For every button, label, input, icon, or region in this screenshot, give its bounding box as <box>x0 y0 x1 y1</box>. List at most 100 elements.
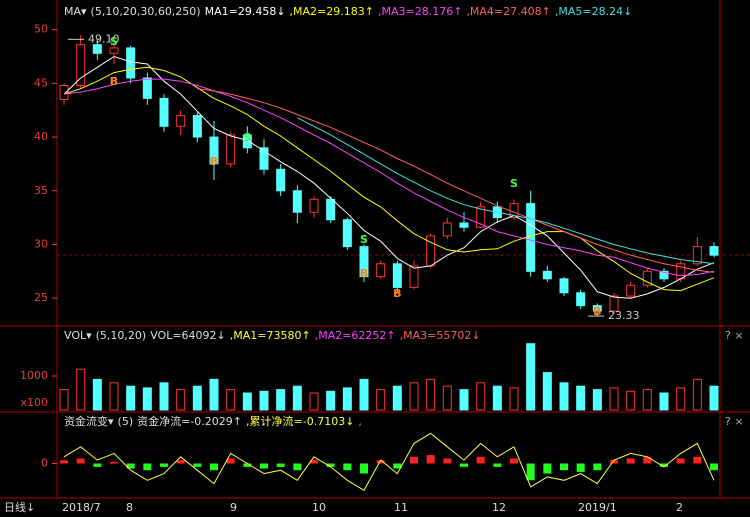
x-tick-label: 12 <box>492 501 506 514</box>
candle-body <box>209 136 219 165</box>
volume-bar <box>242 392 252 411</box>
x-tick-label: 11 <box>394 501 408 514</box>
flow-bar <box>310 460 318 464</box>
candle-body <box>176 115 186 127</box>
candle-body <box>76 44 86 87</box>
flow-bar <box>126 463 135 469</box>
x-tick-label: 10 <box>312 501 326 514</box>
candle-body <box>109 47 119 54</box>
candle-body <box>576 292 586 307</box>
price-annotation: 23.33 <box>608 309 640 322</box>
flow-bar <box>260 463 268 469</box>
flow-bar <box>693 456 702 464</box>
ma-line <box>297 117 715 265</box>
candle-body <box>542 270 552 280</box>
flow-bar <box>376 460 385 464</box>
trade-signal: S <box>360 233 368 246</box>
period-label: 日线↓ <box>4 500 35 514</box>
volume-bar <box>59 389 69 411</box>
y-tick-label: 30 <box>34 237 48 250</box>
y-tick-label: 25 <box>34 291 48 304</box>
flow-bar <box>293 463 302 471</box>
candle-body <box>409 265 419 288</box>
flow-bar <box>576 463 585 472</box>
candle-body <box>159 97 169 127</box>
legend-entry: ,MA2=62252↑ <box>315 329 396 342</box>
candle-body <box>642 270 652 286</box>
trade-signal: B <box>593 305 601 318</box>
volume-bar <box>492 385 502 411</box>
panel-icons[interactable]: ? × <box>725 329 744 342</box>
x-tick-label: 2018/7 <box>62 501 101 514</box>
trade-signal: B <box>210 155 218 168</box>
indicator-name: 资金流变▾ <box>64 414 114 428</box>
volume-bar <box>92 378 102 411</box>
trade-signal: S <box>243 131 251 144</box>
flow-line <box>63 432 715 491</box>
flow-bar <box>443 458 452 464</box>
volume-bar <box>309 392 319 411</box>
flow-bar <box>193 463 202 467</box>
candle-body <box>276 168 286 192</box>
candle-body <box>92 44 102 54</box>
candle-body <box>592 305 602 312</box>
x-tick-label: 2 <box>676 501 683 514</box>
candle-body <box>342 219 352 248</box>
candle-body <box>259 147 269 170</box>
volume-bar <box>292 385 302 411</box>
y-tick-label: 35 <box>34 184 48 197</box>
volume-bar <box>576 385 586 411</box>
trade-signal: B <box>360 267 368 280</box>
candle-body <box>626 284 636 297</box>
indicator-params: (5,10,20) <box>96 329 147 342</box>
volume-bar <box>109 382 119 411</box>
flow-bar <box>460 463 468 467</box>
volume-bar <box>542 372 552 411</box>
indicator-header: VOL▾ (5,10,20) VOL=64092↓ ,MA1=73580↑ ,MA2=6… <box>64 329 481 342</box>
volume-bar <box>142 387 152 411</box>
flow-bar <box>676 458 685 464</box>
candle-body <box>526 203 536 272</box>
legend-entry: ,MA5=28.24↓ <box>555 5 632 18</box>
panel-icons[interactable]: ? × <box>725 415 744 428</box>
y-tick-label: 50 <box>34 23 48 36</box>
flow-bar <box>343 463 352 471</box>
flow-bar <box>493 463 502 467</box>
legend-entry: ,MA1=73580↑ <box>230 329 311 342</box>
y-tick-label: 1000 <box>20 369 48 382</box>
volume-bar <box>359 378 369 411</box>
volume-bar <box>392 385 402 411</box>
flow-bar <box>360 463 368 474</box>
candle-body <box>559 278 569 294</box>
flow-bar <box>610 460 618 464</box>
volume-bar <box>609 387 619 411</box>
candle-body <box>126 47 136 79</box>
legend-entry: MA1=29.458↓ <box>205 5 286 18</box>
volume-bar <box>426 378 436 411</box>
volume-bar <box>192 385 202 411</box>
volume-bar <box>342 387 352 411</box>
flow-bar <box>226 458 235 464</box>
volume-bar <box>376 389 386 411</box>
flow-bar <box>526 463 535 481</box>
candle-body <box>609 295 619 312</box>
volume-bar <box>559 382 569 411</box>
candle-body <box>476 206 486 228</box>
x-tick-label: 8 <box>126 501 133 514</box>
candle-body <box>359 246 369 278</box>
volume-bar <box>326 390 336 411</box>
volume-bar <box>659 392 669 411</box>
flow-bar <box>326 463 335 467</box>
flow-bar <box>593 463 602 471</box>
candle-body <box>292 190 302 213</box>
flow-bar <box>210 463 218 471</box>
flow-bar <box>660 463 668 467</box>
unit-label: x100 <box>20 396 48 409</box>
trade-signal: B <box>393 287 401 300</box>
flow-bar <box>76 458 85 464</box>
flow-bar <box>476 456 485 464</box>
candle-body <box>459 222 469 228</box>
candle-body <box>59 85 69 100</box>
